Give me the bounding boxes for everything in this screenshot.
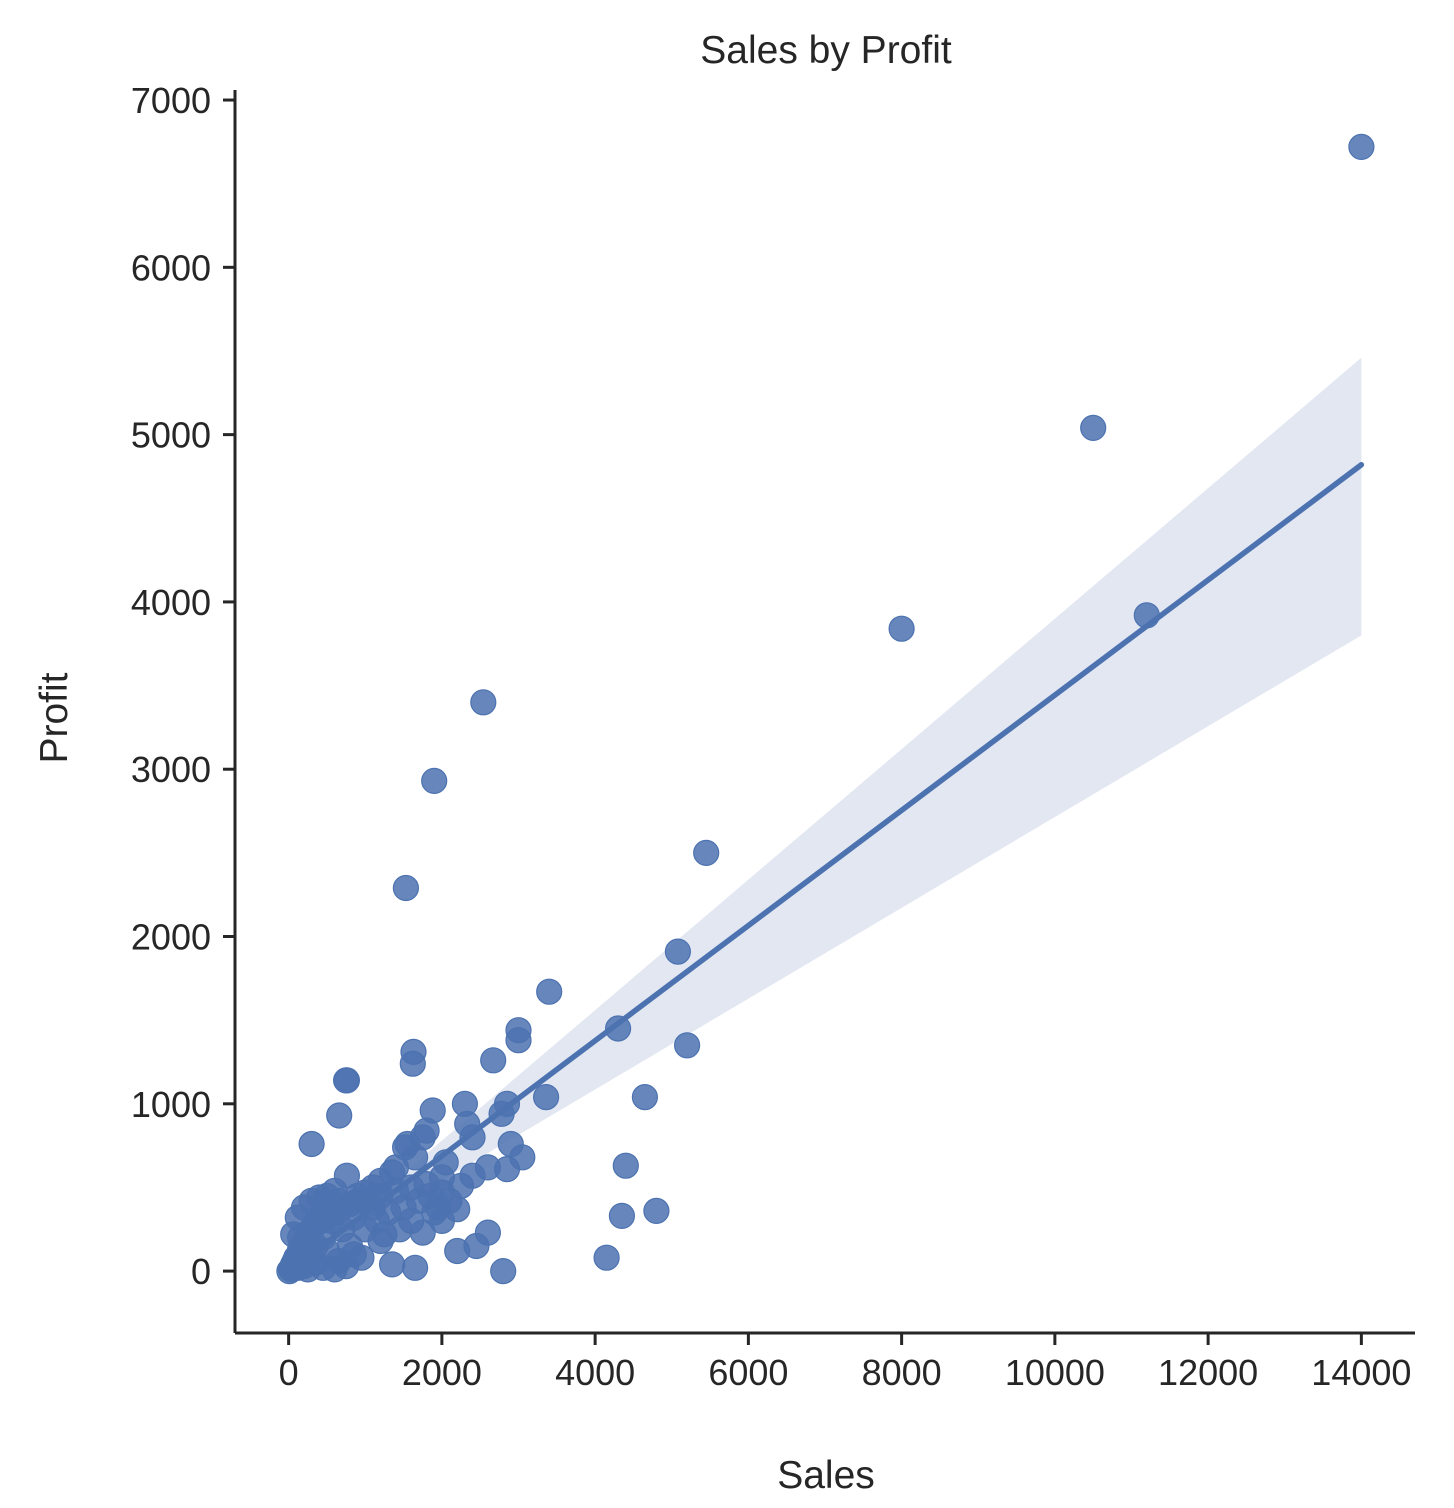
y-tick-label: 1000 xyxy=(131,1084,211,1125)
y-tick-label: 3000 xyxy=(131,749,211,790)
data-point xyxy=(532,1083,560,1111)
data-point xyxy=(326,1102,353,1129)
regression-line-layer xyxy=(285,461,1365,1274)
y-tick-label: 0 xyxy=(191,1251,211,1292)
confidence-band-layer xyxy=(288,357,1362,1272)
y-axis-title: Profit xyxy=(33,672,76,763)
y-tick-label: 4000 xyxy=(131,582,211,623)
data-point xyxy=(392,874,419,902)
data-point xyxy=(399,1050,426,1077)
data-point xyxy=(402,1254,429,1281)
data-point xyxy=(608,1202,636,1230)
data-point xyxy=(325,1187,352,1214)
x-tick-label: 4000 xyxy=(555,1352,635,1393)
data-point xyxy=(333,1067,360,1094)
data-point xyxy=(1080,414,1107,441)
y-tick-label: 2000 xyxy=(131,917,211,958)
data-point xyxy=(421,767,448,795)
data-point xyxy=(470,689,497,716)
data-point xyxy=(436,1187,463,1214)
x-tick-label: 14000 xyxy=(1311,1352,1411,1393)
data-point xyxy=(536,978,563,1005)
data-point xyxy=(664,938,692,965)
data-point xyxy=(444,1237,471,1265)
regression-line xyxy=(285,461,1365,1274)
chart-title: Sales by Profit xyxy=(700,29,952,72)
axes-layer: 0 2000 4000 6000 8000 10000 12000 14000 0 1000 200… xyxy=(131,80,1415,1393)
data-point xyxy=(612,1152,639,1179)
x-tick-label: 10000 xyxy=(1005,1352,1105,1393)
y-tick-label: 7000 xyxy=(131,80,211,121)
data-point xyxy=(673,1032,701,1059)
data-point xyxy=(643,1197,670,1225)
x-tick-label: 8000 xyxy=(862,1352,942,1393)
data-point xyxy=(480,1047,507,1074)
data-point xyxy=(604,1015,632,1042)
x-tick-label: 0 xyxy=(279,1352,299,1393)
confidence-band xyxy=(288,357,1362,1272)
x-tick-label: 2000 xyxy=(402,1352,482,1393)
x-tick-label: 6000 xyxy=(708,1352,788,1393)
data-point xyxy=(371,1221,398,1248)
y-tick-label: 5000 xyxy=(131,415,211,456)
data-point xyxy=(888,615,915,642)
data-point xyxy=(298,1130,325,1158)
data-point xyxy=(490,1257,517,1285)
x-axis-title: Sales xyxy=(777,1454,875,1497)
y-tick-label: 6000 xyxy=(131,247,211,288)
data-point xyxy=(631,1083,659,1111)
data-point xyxy=(593,1244,620,1271)
data-point xyxy=(379,1251,406,1278)
data-point xyxy=(1348,133,1375,160)
data-point xyxy=(693,839,720,867)
x-tick-label: 12000 xyxy=(1158,1352,1258,1393)
data-point xyxy=(505,1027,532,1054)
